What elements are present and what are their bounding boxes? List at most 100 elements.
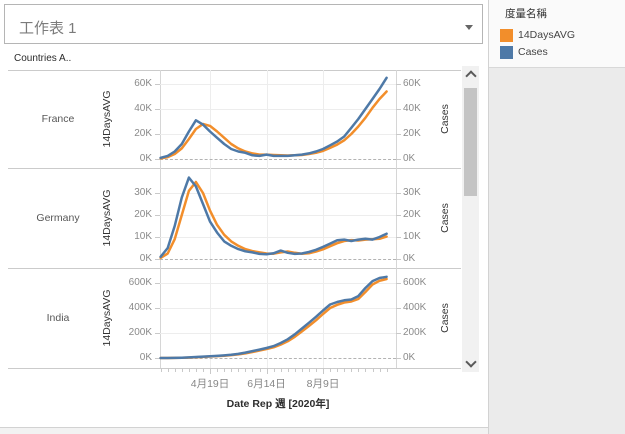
row-separator	[8, 368, 461, 369]
y-tick-label-right: 20K	[403, 209, 421, 220]
x-tick-mark	[372, 368, 374, 372]
bottom-strip	[0, 428, 488, 434]
legend-swatch-icon	[500, 28, 513, 42]
y-tick-label-left: 30K	[134, 187, 152, 198]
x-tick-mark	[330, 368, 332, 372]
legend-item-cases[interactable]: Cases	[500, 45, 548, 59]
x-tick-mark	[379, 368, 381, 372]
x-tick-label: 6月14日	[247, 378, 286, 390]
y-tick-mark	[396, 308, 401, 309]
gridline-horizontal	[160, 193, 396, 194]
x-tick-mark	[308, 368, 310, 372]
x-tick-mark	[287, 368, 289, 372]
x-tick-mark	[344, 368, 346, 372]
y-tick-mark	[155, 308, 160, 309]
columns-field-header: Countries A..	[14, 53, 72, 64]
y-tick-label-right: 200K	[403, 327, 427, 338]
y-tick-mark	[155, 333, 160, 334]
gridline-vertical	[266, 168, 268, 268]
zero-reference-line	[160, 259, 396, 260]
y-tick-mark	[396, 333, 401, 334]
y-tick-label-right: 400K	[403, 302, 427, 313]
y-tick-label-left: 0K	[139, 253, 152, 264]
gridline-vertical	[210, 168, 211, 268]
gridline-vertical	[323, 268, 324, 368]
zero-reference-line	[160, 358, 396, 359]
pane-canvas-france[interactable]	[159, 70, 396, 168]
y-tick-mark	[155, 159, 160, 160]
x-tick-mark	[273, 368, 275, 372]
row-separator	[8, 70, 461, 71]
gridline-horizontal	[160, 134, 396, 135]
view-bottom-border	[0, 427, 488, 428]
x-tick-mark	[160, 368, 162, 372]
y-tick-label-left: 600K	[128, 277, 152, 288]
legend-title: 度量名稱	[505, 8, 547, 20]
pane-canvas-india[interactable]	[159, 268, 396, 368]
x-tick-mark	[231, 368, 233, 372]
y-tick-mark	[155, 358, 160, 359]
line-series-14daysavg[interactable]	[159, 180, 388, 260]
gridline-horizontal	[160, 237, 396, 238]
row-header-france[interactable]: France	[41, 113, 75, 125]
line-series-cases[interactable]	[159, 176, 388, 259]
x-tick-label: 4月19日	[190, 378, 230, 390]
row-header-india[interactable]: India	[46, 312, 70, 324]
legend-item-label: 14DaysAVG	[518, 29, 575, 41]
y-tick-label-right: 60K	[403, 78, 421, 89]
gridline-horizontal	[160, 308, 396, 309]
gridline-vertical	[210, 70, 211, 168]
y-tick-label-right: 0K	[403, 352, 416, 363]
scrollbar-thumb[interactable]	[464, 88, 477, 196]
x-tick-mark	[280, 368, 282, 372]
worksheet-title-box[interactable]: 工作表 1	[4, 4, 483, 44]
y-tick-label-left: 40K	[134, 103, 152, 114]
legend-item-14daysavg[interactable]: 14DaysAVG	[500, 28, 575, 42]
line-series-cases[interactable]	[159, 76, 388, 160]
gridline-vertical	[323, 70, 324, 168]
gridline-horizontal	[160, 215, 396, 216]
chevron-down-icon[interactable]	[465, 25, 473, 30]
y-tick-label-left: 0K	[139, 153, 152, 164]
row-separator	[8, 168, 461, 169]
y-tick-mark	[396, 159, 401, 160]
y-tick-label-left: 20K	[134, 209, 152, 220]
x-tick-mark	[316, 368, 317, 372]
y-tick-mark	[396, 193, 401, 194]
y-tick-label-right: 10K	[403, 231, 421, 242]
axis-rule	[396, 70, 397, 368]
y-tick-label-left: 10K	[134, 231, 152, 242]
y-tick-label-left: 200K	[128, 327, 152, 338]
y-tick-label-left: 0K	[139, 352, 152, 363]
x-tick-mark	[266, 368, 268, 374]
y-tick-label-left: 20K	[134, 128, 152, 139]
axis-rule	[160, 70, 161, 368]
x-tick-mark	[358, 368, 360, 372]
x-tick-mark	[167, 368, 169, 372]
x-tick-mark	[217, 368, 219, 372]
scroll-up-icon[interactable]	[465, 70, 477, 82]
x-axis-title: Date Rep 週 [2020年]	[226, 398, 330, 410]
x-tick-mark	[195, 368, 197, 372]
y-tick-mark	[396, 358, 401, 359]
y-tick-label-right: 600K	[403, 277, 427, 288]
gridline-vertical	[266, 70, 268, 168]
scroll-down-icon[interactable]	[465, 356, 477, 368]
y-tick-label-right: 0K	[403, 253, 416, 264]
measure-names-legend[interactable]: 度量名稱 14DaysAVG Cases	[489, 0, 625, 68]
gridline-vertical	[323, 168, 324, 268]
x-tick-mark	[174, 368, 176, 372]
line-series-cases[interactable]	[159, 275, 388, 360]
y-tick-mark	[155, 283, 160, 284]
legend-panel: 度量名稱 14DaysAVG Cases	[488, 0, 625, 434]
row-header-germany[interactable]: Germany	[36, 212, 80, 224]
vertical-scrollbar[interactable]	[462, 66, 479, 372]
y-tick-mark	[396, 109, 401, 110]
x-tick-mark	[259, 368, 261, 372]
x-tick-mark	[210, 368, 211, 374]
gridline-horizontal	[160, 333, 396, 334]
x-tick-mark	[188, 368, 190, 372]
pane-canvas-germany[interactable]	[159, 168, 396, 268]
legend-swatch-icon	[500, 45, 513, 59]
y-tick-mark	[155, 109, 160, 110]
